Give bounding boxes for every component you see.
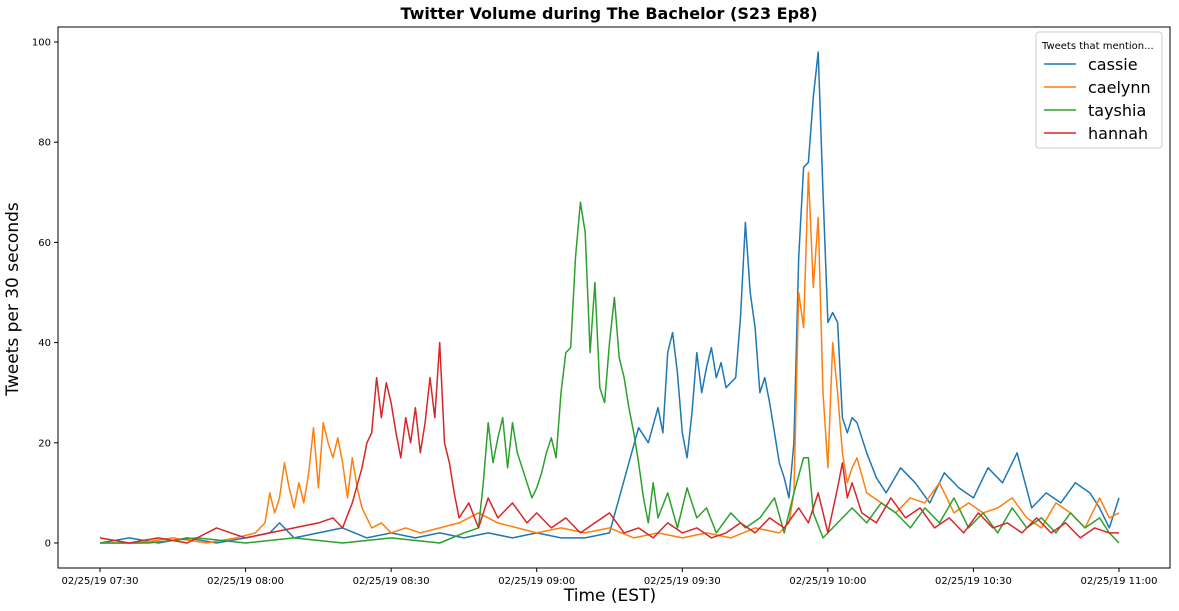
y-tick-label: 40 [38, 338, 51, 349]
x-tick-label: 02/25/19 10:30 [935, 576, 1012, 587]
x-axis-label: Time (EST) [563, 586, 656, 606]
series-lines [99, 51, 1120, 544]
x-tick-label: 02/25/19 08:00 [207, 576, 284, 587]
legend-title: Tweets that mention... [1041, 41, 1154, 52]
y-tick-label: 0 [45, 538, 51, 549]
chart-title: Twitter Volume during The Bachelor (S23 … [400, 4, 817, 23]
y-tick-label: 60 [38, 238, 51, 249]
legend: Tweets that mention... cassie caelynn tays… [1035, 31, 1163, 149]
legend-label-caelynn: caelynn [1088, 78, 1151, 97]
plot-border [57, 26, 1171, 569]
legend-label-hannah: hannah [1088, 124, 1148, 143]
x-tick-label: 02/25/19 08:30 [353, 576, 430, 587]
series-line-hannah [99, 341, 1119, 544]
y-axis: 0 20 40 60 80 100 [32, 38, 58, 549]
x-tick-label: 02/25/19 07:30 [62, 576, 139, 587]
series-line-tayshia [100, 201, 1120, 544]
y-tick-label: 100 [32, 38, 51, 49]
legend-label-tayshia: tayshia [1088, 101, 1146, 120]
series-line-caelynn [100, 171, 1120, 544]
x-tick-label: 02/25/19 09:00 [498, 576, 575, 587]
x-tick-label: 02/25/19 11:00 [1081, 576, 1158, 587]
legend-label-cassie: cassie [1088, 55, 1138, 74]
x-tick-label: 02/25/19 09:30 [644, 576, 721, 587]
y-axis-label: Tweets per 30 seconds [3, 202, 23, 397]
x-axis: 02/25/19 07:30 02/25/19 08:00 02/25/19 08:… [62, 568, 1158, 587]
y-tick-label: 20 [38, 438, 51, 449]
x-tick-label: 02/25/19 10:00 [789, 576, 866, 587]
series-line-cassie [99, 51, 1120, 544]
y-tick-label: 80 [38, 138, 51, 149]
plot-area [57, 26, 1171, 569]
legend-box [1035, 31, 1163, 149]
